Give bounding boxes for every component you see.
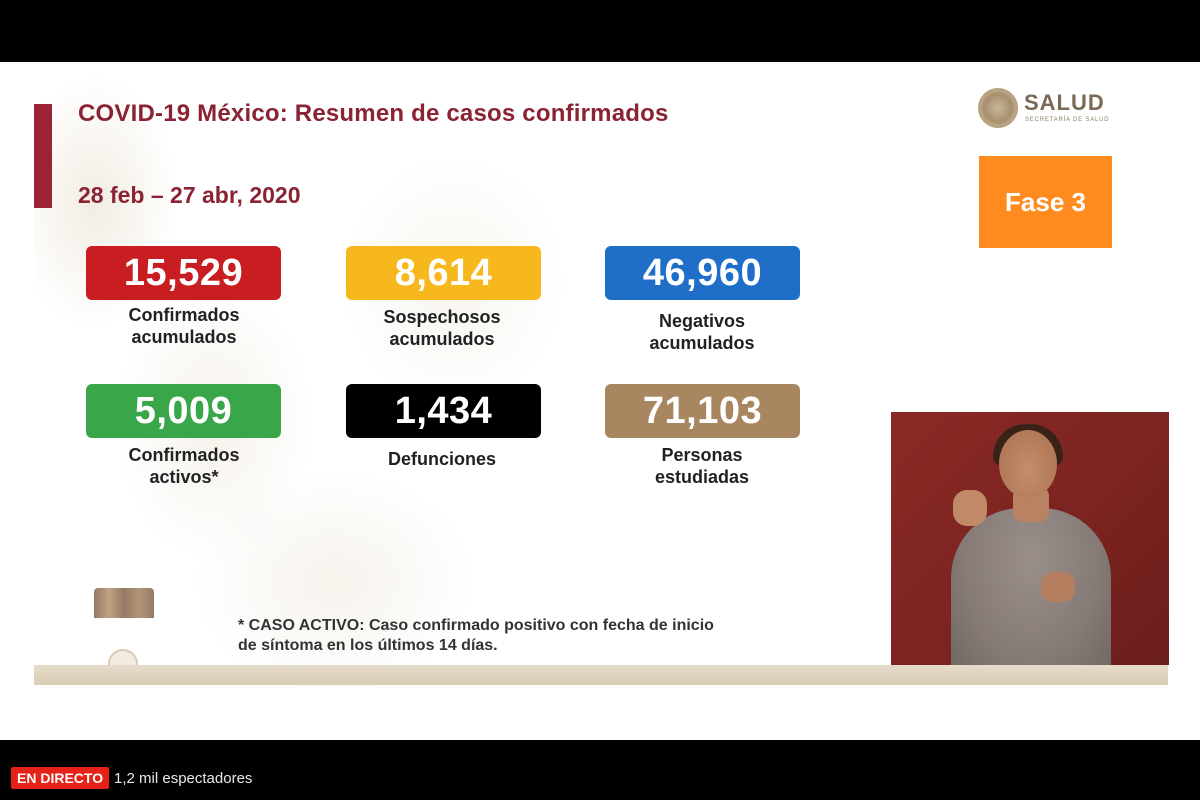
suspected-cumulative-label: Sospechosos acumulados xyxy=(322,306,562,350)
label-line: Defunciones xyxy=(387,449,497,469)
confirmed-active-value: 5,009 xyxy=(86,384,281,438)
people-studied-value: 71,103 xyxy=(605,384,800,438)
slide-footer-band xyxy=(34,665,1168,685)
interpreter-hand xyxy=(953,490,987,526)
live-badge[interactable]: EN DIRECTO xyxy=(11,767,110,789)
slide-title: COVID-19 México: Resumen de casos confir… xyxy=(78,100,669,127)
label-line: Confirmados xyxy=(128,445,240,465)
phase-badge: Fase 3 xyxy=(979,156,1112,248)
top-letterbox xyxy=(0,0,1200,62)
viewer-count: 1,2 mil espectadores xyxy=(114,770,253,787)
label-line: acumulados xyxy=(649,333,755,353)
label-line: acumulados xyxy=(131,327,237,347)
deaths-label: Defunciones xyxy=(322,448,562,470)
logo-name: SALUD xyxy=(1024,90,1105,115)
label-line: Personas xyxy=(661,445,743,465)
negative-cumulative-label: Negativos acumulados xyxy=(582,310,822,354)
mexico-seal-icon xyxy=(978,88,1018,128)
historic-figures-icon xyxy=(94,588,154,618)
footnote-line: de síntoma en los últimos 14 días. xyxy=(238,637,498,654)
suspected-cumulative-value: 8,614 xyxy=(346,246,541,300)
title-accent-bar xyxy=(34,104,52,208)
presentation-slide: COVID-19 México: Resumen de casos confir… xyxy=(0,62,1200,740)
logo-subtitle: SECRETARÍA DE SALUD xyxy=(1025,117,1110,123)
salud-logo: SALUD SECRETARÍA DE SALUD xyxy=(978,88,1118,134)
interpreter-head xyxy=(999,430,1057,498)
label-line: Sospechosos xyxy=(383,307,501,327)
footnote-line: * CASO ACTIVO: Caso confirmado positivo … xyxy=(238,617,714,634)
confirmed-cumulative-value: 15,529 xyxy=(86,246,281,300)
player-bottom-bar xyxy=(0,740,1200,800)
people-studied-label: Personas estudiadas xyxy=(582,444,822,488)
deaths-value: 1,434 xyxy=(346,384,541,438)
label-line: activos* xyxy=(149,467,219,487)
date-range: 28 feb – 27 abr, 2020 xyxy=(78,182,301,208)
interpreter-body xyxy=(951,508,1111,665)
confirmed-active-label: Confirmados activos* xyxy=(64,444,304,488)
negative-cumulative-value: 46,960 xyxy=(605,246,800,300)
label-line: estudiadas xyxy=(654,467,750,487)
active-case-footnote: * CASO ACTIVO: Caso confirmado positivo … xyxy=(238,616,798,656)
confirmed-cumulative-label: Confirmados acumulados xyxy=(64,304,304,348)
label-line: Confirmados xyxy=(128,305,240,325)
label-line: acumulados xyxy=(389,329,495,349)
sign-language-interpreter-video xyxy=(891,412,1169,665)
historic-figures-emblem xyxy=(90,584,158,684)
label-line: Negativos xyxy=(658,311,746,331)
background-pattern xyxy=(34,62,594,687)
interpreter-hand xyxy=(1041,572,1075,602)
